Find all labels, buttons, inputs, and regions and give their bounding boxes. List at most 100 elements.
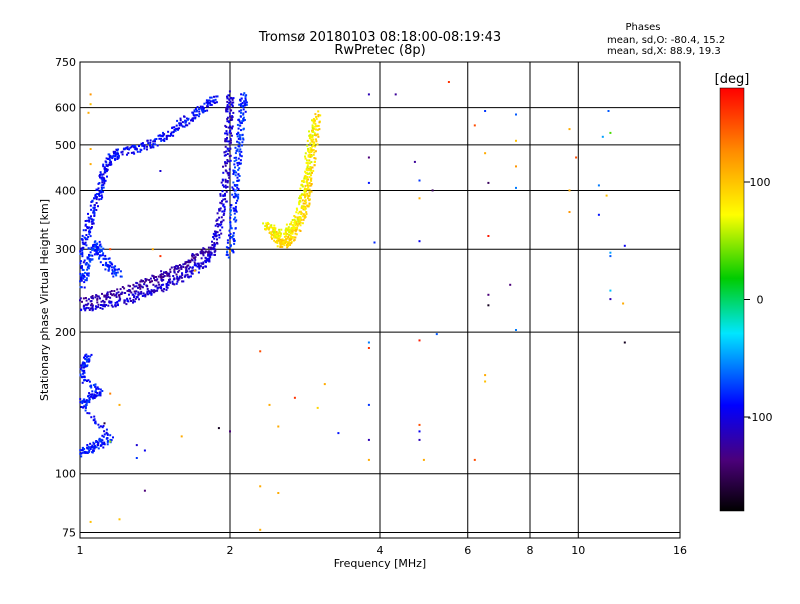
data-point [133,285,136,288]
data-point [132,299,135,301]
data-point [112,154,115,157]
data-point [87,298,90,301]
data-point [88,398,91,401]
data-point [97,423,100,426]
data-point [200,107,203,110]
data-point [102,299,104,302]
data-point [120,292,123,295]
data-point [229,224,232,227]
data-point [187,259,190,262]
data-point [304,157,307,160]
data-point [287,235,290,238]
data-point [92,218,95,221]
data-point [103,179,106,182]
data-point [106,168,109,171]
data-point [106,437,109,440]
data-point [138,285,141,288]
data-point [234,205,237,208]
data-point [88,220,91,223]
data-point [266,227,269,230]
data-point [91,396,94,399]
data-point [87,247,90,250]
data-point [89,385,92,388]
data-point [291,232,294,235]
data-point [229,430,231,433]
data-point [103,433,106,436]
data-point [149,280,152,283]
data-point [183,115,186,118]
data-point [207,254,210,257]
data-point [227,256,230,259]
data-point [294,229,297,232]
data-point [284,241,286,244]
data-point [305,213,308,215]
data-point [307,195,310,198]
data-point [314,150,317,153]
data-point [96,440,99,443]
data-point [152,283,155,286]
data-point [308,134,311,137]
data-point [233,240,236,243]
data-point [134,146,137,149]
data-point [623,244,626,247]
data-point [231,104,234,107]
data-point [308,162,311,165]
data-point [281,238,284,241]
data-point [214,98,217,101]
data-point [231,125,234,128]
data-point [367,458,370,461]
data-point [296,224,299,227]
data-point [99,388,102,391]
data-point [311,127,314,130]
data-point [176,119,179,122]
data-point [169,268,172,271]
data-point [98,193,100,195]
data-point [87,447,90,450]
data-point [303,191,306,194]
data-point [102,177,105,180]
data-point [207,246,210,249]
data-point [193,110,196,113]
data-point [127,284,130,287]
data-point [119,298,122,301]
data-point [227,94,230,97]
data-point [305,168,308,171]
data-point [226,153,229,155]
data-point [94,194,97,197]
data-point [288,231,291,233]
data-point [95,446,98,449]
data-point [98,248,101,251]
data-point [98,182,101,184]
data-point [87,265,90,268]
data-point [203,109,206,112]
data-point [149,141,152,144]
data-point [222,219,225,222]
data-point [288,233,290,236]
data-point [106,433,109,436]
data-point [226,103,229,106]
data-point [109,290,112,293]
data-point [202,262,205,265]
data-point [132,151,135,154]
data-point [148,279,151,281]
data-point [82,372,85,375]
data-point [113,272,116,275]
data-point [94,296,97,299]
data-point [109,392,112,395]
data-point [213,245,216,247]
data-point [312,118,315,120]
data-point [484,152,487,155]
data-point [307,154,310,157]
data-point [315,124,318,127]
data-point [174,266,176,269]
data-point [90,302,93,305]
data-point [240,129,242,132]
data-point [123,299,126,302]
data-point [226,162,228,165]
data-point [308,153,311,156]
data-point [143,281,146,284]
data-point [224,124,227,127]
data-point [101,426,104,429]
data-point [272,229,275,232]
